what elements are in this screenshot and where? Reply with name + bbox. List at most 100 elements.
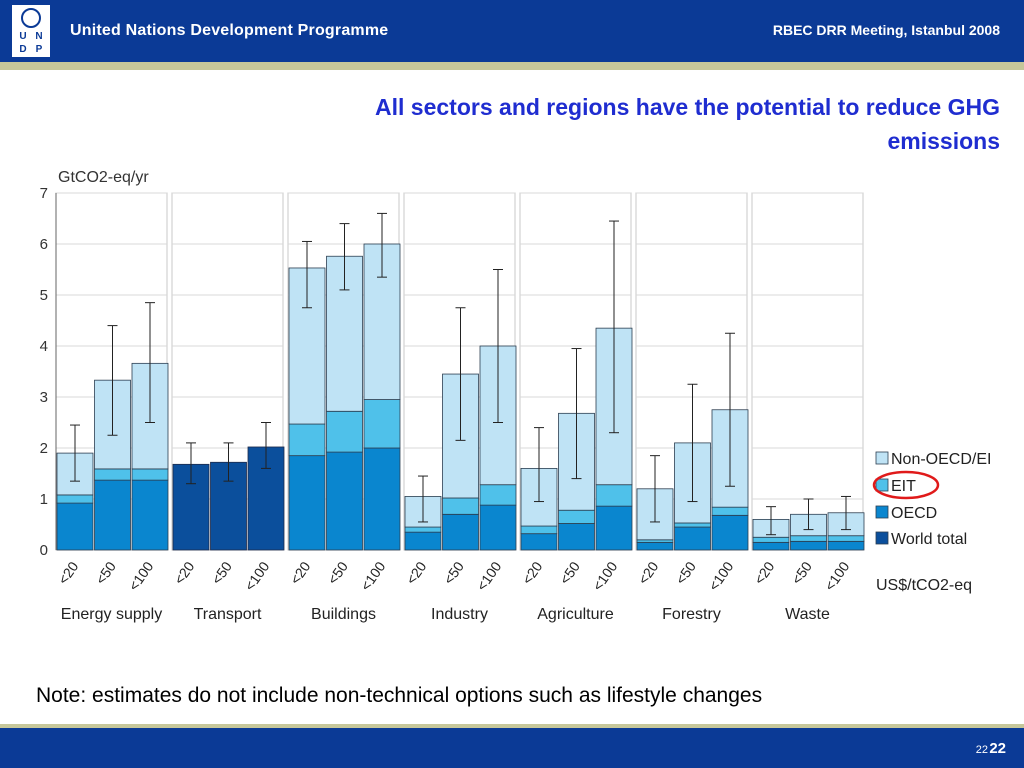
logo-letter: U [19,31,27,42]
bar-segment-eit [131,468,169,481]
sector-label: Industry [431,606,488,623]
page-number: 22 [989,740,1006,757]
sector-label: Transport [194,606,262,623]
price-tick-label: <100 [241,558,272,593]
footer-bar [0,728,1024,768]
bar-segment-eit [674,522,711,528]
bar-segment-eit [56,494,94,504]
sector-label: Waste [785,606,830,623]
bar-segment-oecd [674,526,711,551]
y-axis-label: GtCO2-eq/yr [58,169,149,186]
price-tick-label: <20 [519,558,546,587]
price-tick-label: <100 [589,558,620,593]
bar-segment-oecd [326,451,363,551]
footer-accent-stripe [0,724,1024,728]
logo-letter: P [35,44,43,55]
bar-segment-eit [363,399,401,449]
price-tick-label: <50 [556,558,583,587]
bar-segment-eit [558,509,595,524]
sector-label: Agriculture [537,606,614,623]
logo-letter: N [35,31,43,42]
header-bar: U N D P United Nations Development Progr… [0,0,1024,62]
price-tick-label: <100 [821,558,852,593]
bar-segment-oecd [711,514,749,551]
bar-segment-eit [404,526,442,533]
legend-swatch [875,505,889,519]
slide-title: All sectors and regions have the potenti… [180,90,1000,158]
page-number-small: 22 [975,744,988,756]
highlight-circle [872,470,940,500]
sector-label: Energy supply [61,606,162,623]
price-tick-label: <20 [635,558,662,587]
bar-segment-oecd [131,479,169,551]
price-tick-label: <100 [705,558,736,593]
bar-segment-eit [479,484,517,506]
logo-letter: D [19,44,27,55]
bar-segment-eit [520,525,558,535]
sector-label: Buildings [311,606,376,623]
legend-label: Non-OECD/EIT [891,451,990,468]
price-tick-label: <50 [92,558,119,587]
bar-segment-oecd [363,447,401,551]
bar-segment-eit [94,468,131,481]
legend-swatch [875,531,889,545]
bar-segment-oecd [790,540,827,551]
price-tick-label: <50 [324,558,351,587]
slide-title-line2: emissions [887,128,1001,154]
price-tick-label: <50 [672,558,699,587]
un-emblem-icon [21,8,41,28]
bar-segment-eit [711,506,749,516]
bar-segment-eit [790,535,827,542]
y-tick-label: 6 [40,236,48,253]
bar-segment-oecd [636,541,674,551]
bar-segment-eit [326,410,363,453]
bar-segment-oecd [520,533,558,551]
price-tick-label: <50 [440,558,467,587]
bar-segment-eit [752,536,790,543]
y-tick-label: 5 [40,287,48,304]
price-tick-label: <100 [473,558,504,593]
y-tick-label: 7 [40,185,48,202]
price-unit-label: US$/tCO2-eq [876,577,972,594]
bar-segment-eit [288,423,326,457]
bar-segment-oecd [56,502,94,551]
sector-label: Forestry [662,606,721,623]
price-tick-label: <20 [403,558,430,587]
price-tick-label: <20 [751,558,778,587]
bar-segment-oecd [442,513,479,551]
legend-label: World total [891,531,967,548]
organization-name: United Nations Development Programme [70,22,389,39]
bar-segment-eit [442,497,479,515]
bar-segment-oecd [479,504,517,551]
legend-swatch [875,451,889,465]
y-tick-label: 3 [40,389,48,406]
bar-segment-eit [595,484,633,507]
legend-label: EIT [891,478,916,495]
note-text: Note: estimates do not include non-techn… [36,684,763,707]
price-tick-label: <20 [171,558,198,587]
bar-segment-oecd [595,505,633,551]
bar-segment-oecd [827,540,865,551]
price-tick-label: <50 [788,558,815,587]
bar-segment-eit [827,535,865,542]
y-tick-label: 0 [40,542,48,559]
price-tick-label: <20 [287,558,314,587]
y-tick-label: 2 [40,440,48,457]
header-accent-stripe [0,62,1024,70]
panel-frame [751,192,864,551]
price-tick-label: <50 [208,558,235,587]
bar-segment-oecd [288,455,326,551]
bar-segment-oecd [752,541,790,551]
legend-swatch [875,478,889,492]
price-tick-label: <100 [125,558,156,593]
y-tick-label: 1 [40,491,48,508]
price-tick-label: <20 [55,558,82,587]
bar-segment-oecd [94,479,131,551]
slide-title-line1: All sectors and regions have the potenti… [375,94,1000,120]
legend-label: OECD [891,505,937,522]
price-tick-label: <100 [357,558,388,593]
meeting-title: RBEC DRR Meeting, Istanbul 2008 [772,22,1000,38]
bar-segment-oecd [404,531,442,551]
y-tick-label: 4 [40,338,48,355]
